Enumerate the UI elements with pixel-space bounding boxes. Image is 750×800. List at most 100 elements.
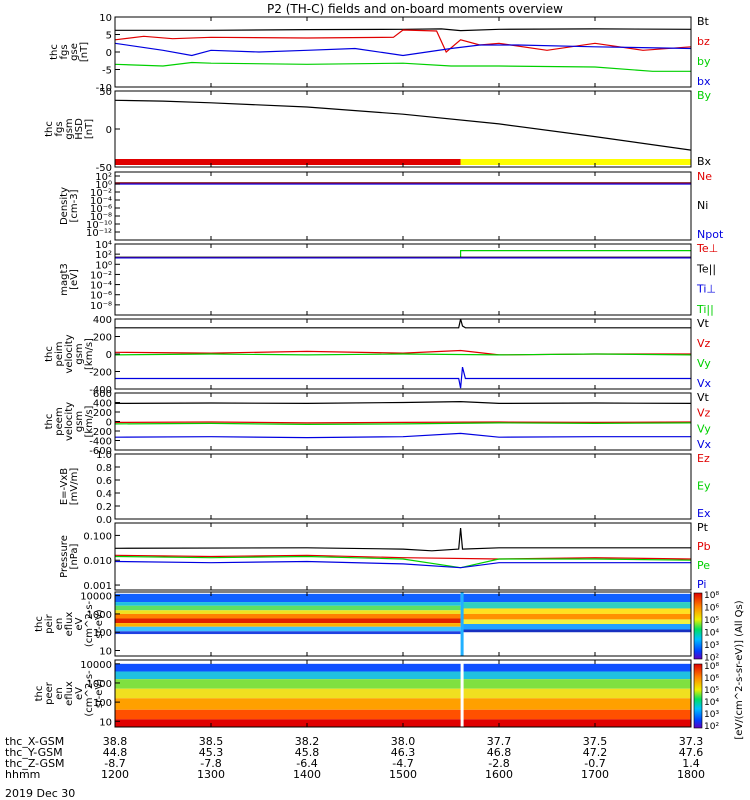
y-tick-label: 10000 [80, 660, 112, 671]
y-axis-label-line: en [54, 618, 65, 631]
x-row-label: hhmm [5, 768, 40, 781]
spec-band [115, 679, 691, 689]
series-Bt-line [115, 28, 692, 32]
y-tick-label: 10⁻² [90, 270, 112, 281]
legend-entry: Ex [697, 507, 711, 520]
series-Bx-line [114, 99, 692, 151]
y-axis-label-line: thc [34, 686, 45, 702]
legend-entry: bz [697, 35, 710, 48]
legend-entry: Vz [697, 407, 711, 420]
legend-entry: bx [697, 75, 711, 88]
spec-band-right [463, 629, 691, 633]
spec-band-left [115, 602, 461, 606]
x-axis-value: 37.5 [583, 735, 608, 748]
y-axis-label-line: [cm-3] [69, 189, 80, 222]
y-tick-label: 10⁰ [95, 260, 112, 271]
y-axis-label-line: (cm^2-s- [84, 670, 95, 717]
y-tick-label: 5 [106, 31, 112, 42]
series-by-line [114, 61, 691, 72]
x-axis-value: 45.8 [295, 746, 320, 759]
y-tick-label: 10⁻¹⁰ [86, 220, 112, 231]
series-Pt-line [114, 527, 691, 552]
y-axis-label-line: sr-eV) [94, 679, 105, 708]
legend-entry: Te|| [696, 262, 716, 275]
colorbar-tick-label: 10⁵ [704, 686, 719, 696]
spec-band [115, 688, 691, 699]
y-tick-label: 0.4 [96, 489, 112, 500]
x-row-label: thc_Z-GSM [5, 757, 65, 770]
colorbar-tick-label: 10⁶ [704, 604, 719, 614]
y-tick-label: 100 [93, 698, 112, 709]
y-axis-label-line: eflux [64, 612, 75, 637]
y-tick-label: 0.8 [96, 463, 112, 474]
colorbar-tick-label: 10² [704, 722, 719, 732]
legend-entry: by [697, 55, 711, 68]
spec-band [115, 709, 691, 720]
y-tick-label: 10⁻⁸ [90, 212, 112, 223]
y-tick-label: 0.010 [83, 556, 112, 567]
legend-entry: Vx [697, 377, 712, 390]
date-label: 2019 Dec 30 [5, 787, 75, 800]
y-axis-label-line: peer [44, 681, 55, 705]
y-tick-label: 200 [93, 333, 112, 344]
x-axis-value: 1800 [677, 768, 705, 781]
y-axis-label-line: [km/s] [84, 405, 95, 437]
spec-band [115, 663, 691, 672]
y-axis-label-line: thc [44, 414, 55, 430]
series-Vx-line [115, 366, 691, 389]
x-axis-value: 1300 [197, 768, 225, 781]
spec-band-left [115, 610, 461, 614]
y-tick-label: 50 [99, 87, 112, 98]
y-tick-label: 10 [99, 717, 112, 728]
y-tick-label: 10⁻² [90, 188, 112, 199]
series-Pe-line [114, 555, 692, 569]
y-axis-label-line: E=-VxB [59, 468, 70, 505]
legend-entry: Vy [697, 422, 711, 435]
panel-8: 0.100 0.010 0.001 Pressure [nPa] Pt Pb Pe Pi [59, 521, 711, 592]
panel-7: 1.0 0.8 0.6 0.4 0.2 0.0 E=-VxB [mV/m] Ez Ey Ex [59, 450, 711, 526]
spec-band-left [115, 593, 461, 603]
x-row-label: thc_Y-GSM [5, 746, 63, 759]
series-Pi-line [114, 560, 691, 569]
legend-entry: Ey [697, 480, 711, 493]
x-axis-value: 37.3 [679, 735, 704, 748]
legend-entry: Vx [697, 438, 712, 451]
series-Vx-line [114, 432, 691, 439]
spectrogram [115, 660, 691, 727]
y-axis-label-line: gsm [74, 411, 85, 432]
legend-entry: Npot [697, 228, 724, 241]
panel-9: 10000 1000 100 10 thc peir en eflux eV (cm^2-s-sr… [34, 591, 692, 658]
spec-band-left [115, 626, 461, 632]
spec-band-right [463, 602, 691, 609]
legend-entry: Ne [697, 170, 712, 183]
y-tick-label: 10⁰ [95, 180, 112, 191]
time-axis: thc_X-GSMthc_Y-GSMthc_Z-GSMhhmm38.844.8-… [5, 735, 705, 781]
legend-entry: Bt [697, 15, 710, 28]
spec-band-left [115, 618, 461, 624]
x-axis-value: 44.8 [103, 746, 128, 759]
series-bz-line [114, 29, 692, 53]
y-axis-label-line: [mV/m] [69, 468, 80, 506]
panel-frame [114, 16, 692, 88]
legend-entry: By [697, 89, 712, 102]
series-bx-line [114, 42, 692, 57]
x-axis-value: -2.8 [488, 757, 509, 770]
spectrogram [115, 592, 691, 656]
y-axis-label-line: Density [59, 187, 70, 225]
colorbar-frame [693, 592, 703, 660]
y-tick-label: 10000 [80, 592, 112, 603]
x-axis-value: 46.3 [391, 746, 416, 759]
legend-entry: Pe [697, 559, 710, 572]
y-tick-label: 0.001 [83, 581, 112, 592]
spec-band-left [115, 613, 461, 619]
y-tick-label: 600 [93, 389, 112, 400]
colorbar-tick-label: 10³ [704, 641, 719, 651]
x-axis-value: -6.4 [296, 757, 317, 770]
y-tick-label: 10⁻⁴ [90, 281, 112, 292]
y-tick-label: 10 [99, 647, 112, 658]
x-axis-value: 47.2 [583, 746, 608, 759]
x-axis-value: 37.7 [487, 735, 512, 748]
y-tick-label: 10² [95, 172, 112, 183]
